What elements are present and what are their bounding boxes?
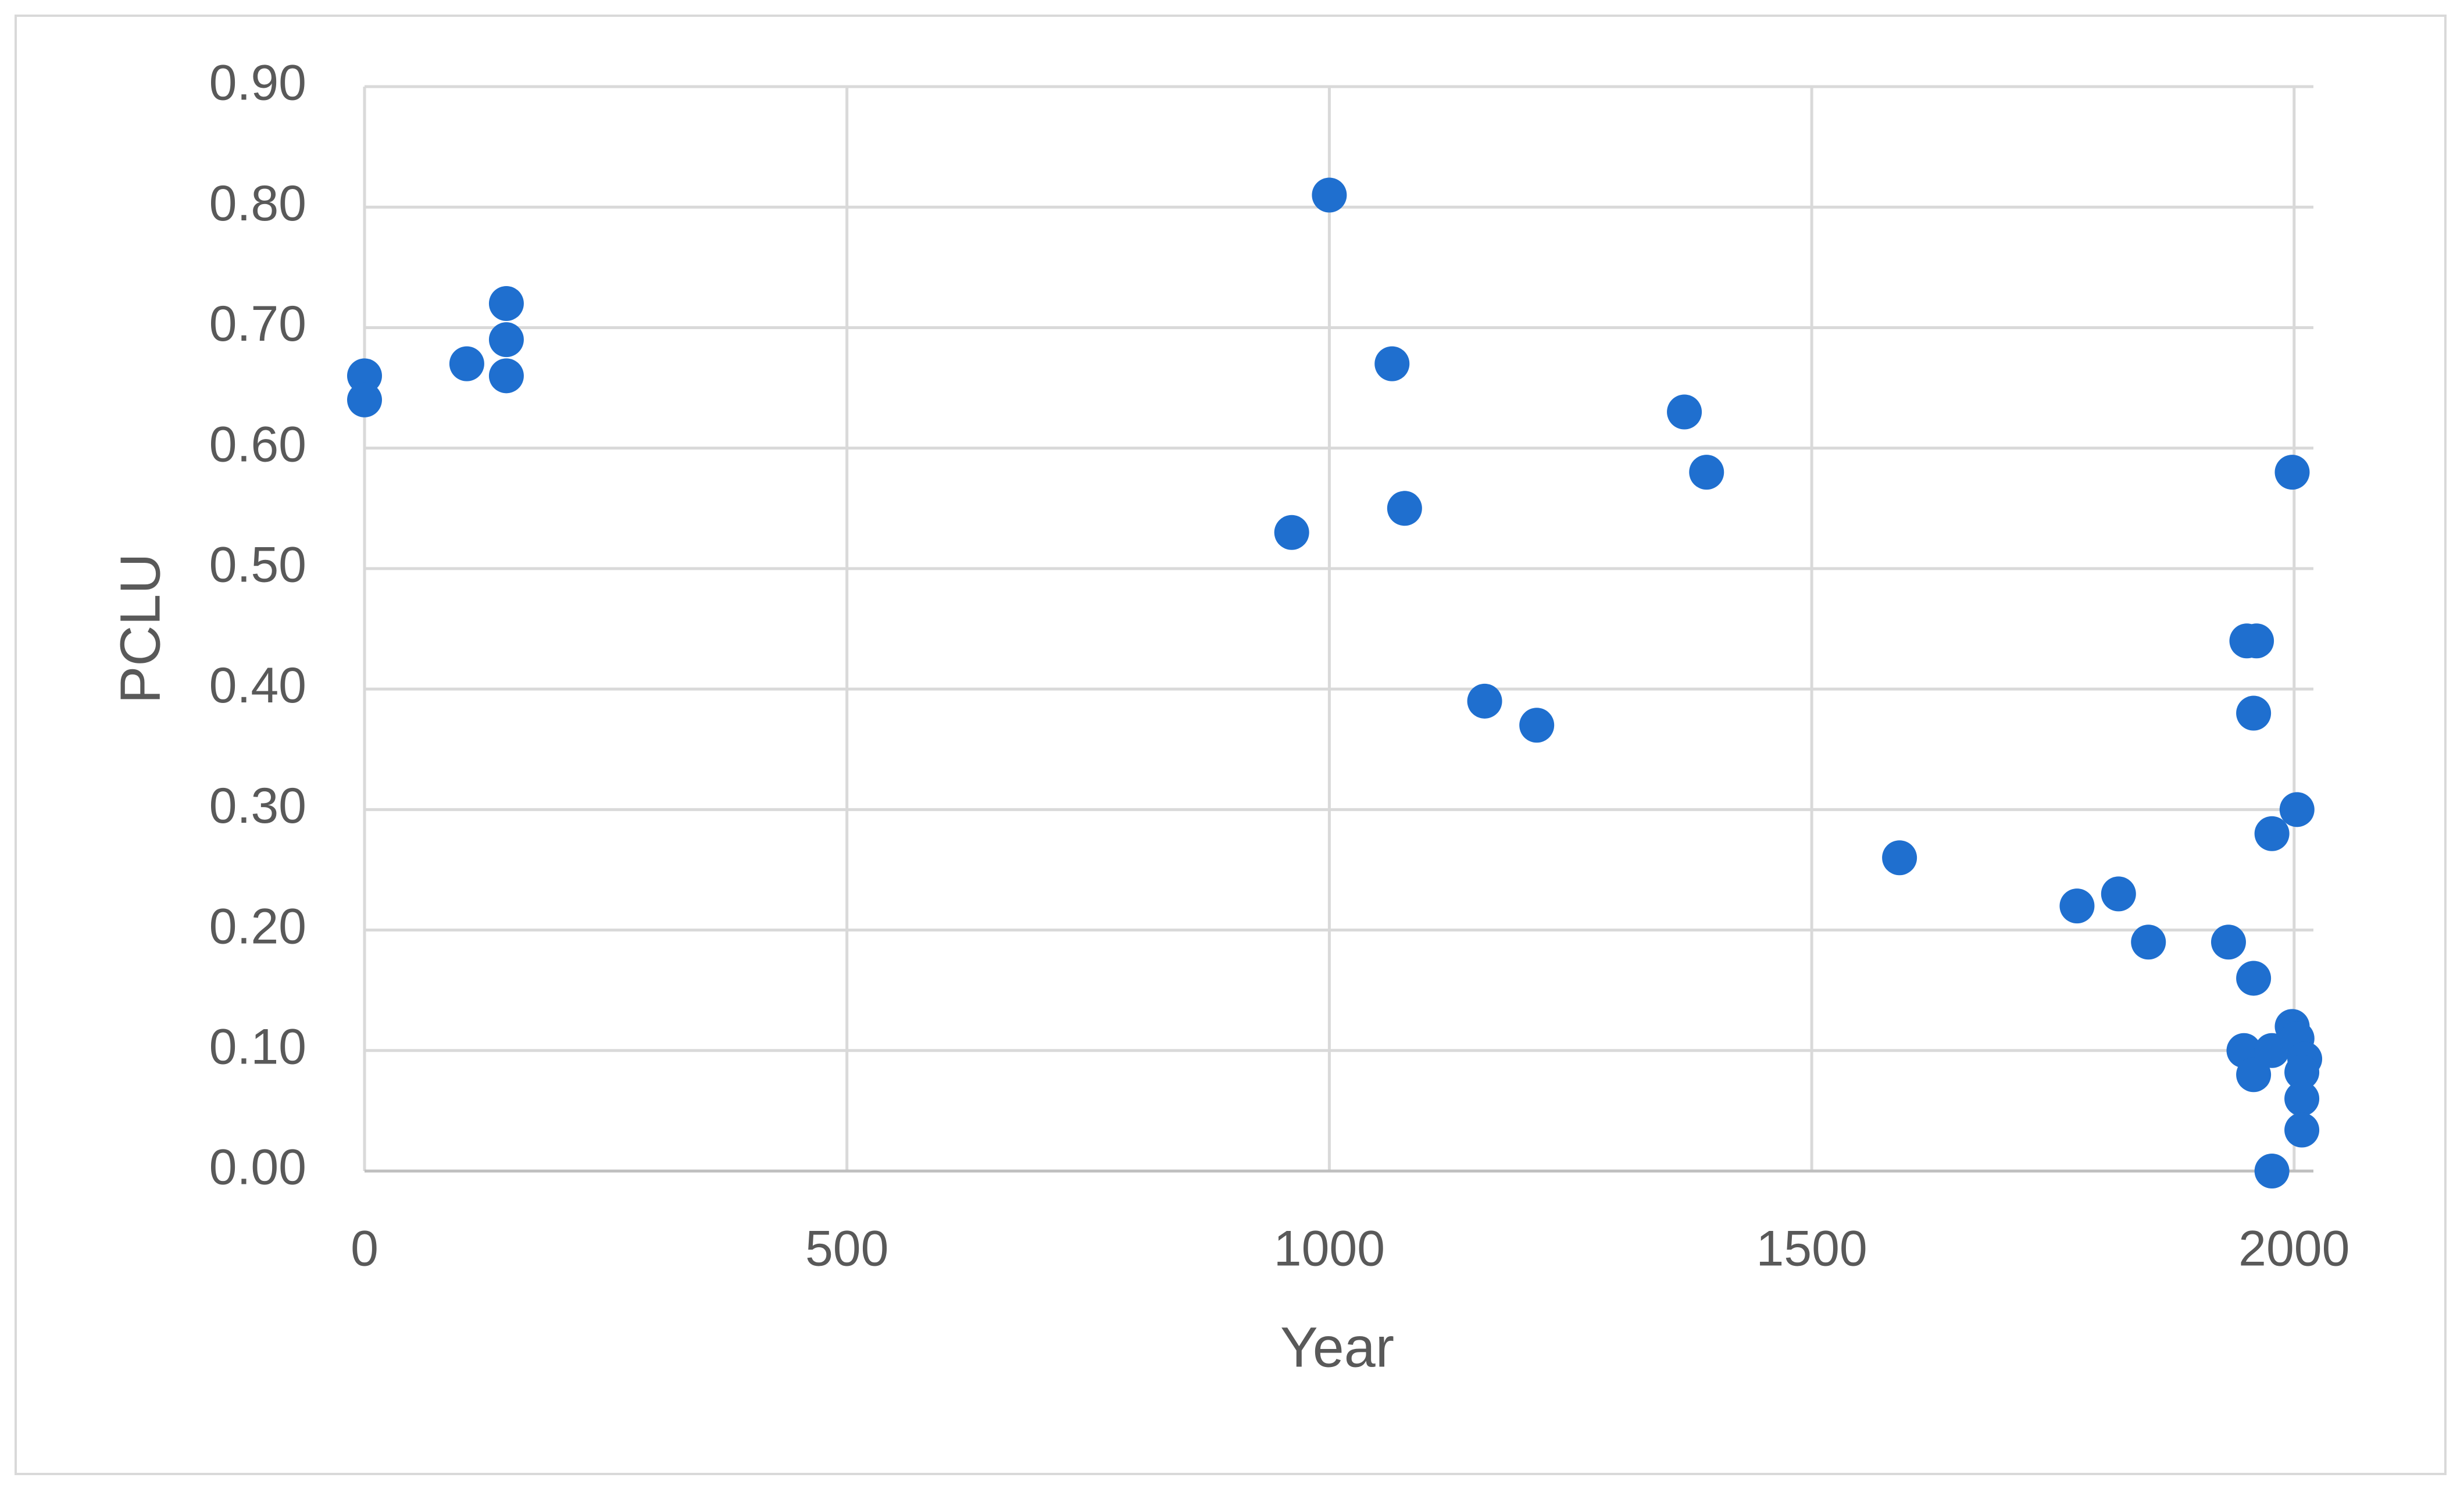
point [488,322,524,358]
x-tick-label: 1500 [1756,1221,1867,1277]
x-tick-label: 2000 [2238,1221,2349,1277]
y-tick-label: 0.10 [209,1019,306,1075]
point [347,358,382,394]
point [1274,515,1309,550]
point [2284,1081,2320,1116]
point [2274,455,2310,490]
point [2059,888,2095,924]
point [1667,394,1702,430]
x-tick-label: 1000 [1274,1221,1385,1277]
y-axis-label: PCLU [109,554,172,704]
y-tick-label: 0.70 [209,296,306,352]
point [2279,792,2315,827]
y-tick-label: 0.90 [209,55,306,111]
point [2284,1055,2320,1090]
point [2236,1057,2272,1093]
x-tick-label: 0 [351,1221,378,1277]
y-tick-label: 0.00 [209,1140,306,1195]
point [1387,491,1422,526]
point [1467,683,1502,719]
point [2239,623,2274,659]
point [347,382,382,417]
point [2236,961,2272,996]
y-tick-label: 0.20 [209,898,306,954]
y-tick-label: 0.60 [209,416,306,472]
point [1519,708,1555,743]
point [1882,840,1917,876]
point [2254,1154,2290,1188]
point [488,286,524,321]
y-tick-label: 0.40 [209,658,306,713]
point [1689,455,1724,490]
y-tick-label: 0.30 [209,778,306,834]
point [2236,695,2272,731]
chart-border [15,15,2447,1475]
point [2254,816,2290,851]
point [488,358,524,394]
point [449,346,484,381]
x-tick-label: 500 [805,1221,889,1277]
point [2101,876,2136,912]
point [1374,346,1410,381]
point [2211,925,2246,960]
point [2131,925,2166,960]
x-axis-label: Year [1280,1316,1394,1379]
y-tick-label: 0.50 [209,537,306,593]
point [1312,177,1347,213]
y-tick-label: 0.80 [209,176,306,231]
point [2284,1112,2320,1148]
